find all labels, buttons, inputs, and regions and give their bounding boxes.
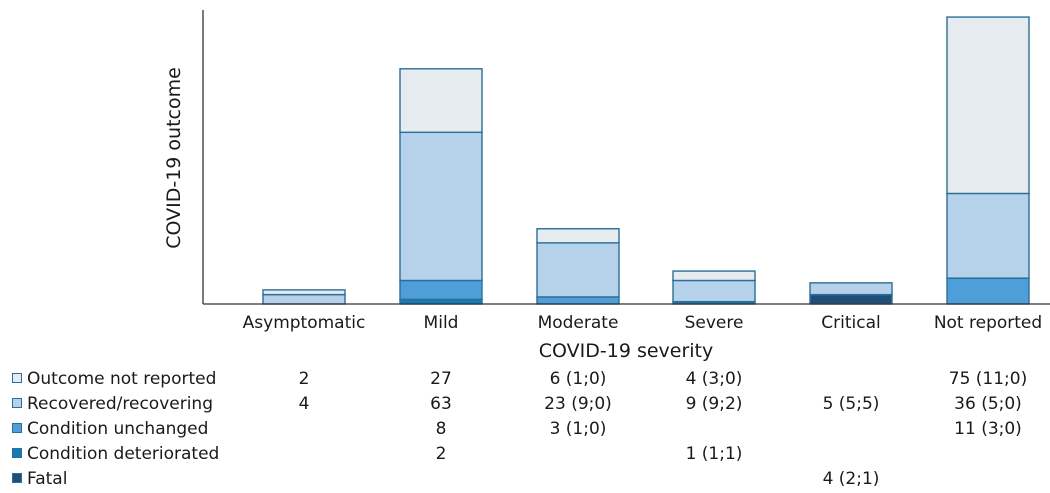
legend-swatch-condition-deteriorated	[12, 448, 22, 458]
stacked-bar-chart: Asymptomatic Mild Moderate Severe Critical No…	[163, 10, 1050, 362]
data-label-mild-condition-unchanged: 8	[435, 419, 447, 439]
bar-asymptomatic-recovered-recovering	[262, 293, 346, 305]
bar-not-reported-recovered-recovering	[946, 192, 1030, 279]
data-label-mild-outcome-not-reported: 27	[430, 369, 452, 389]
data-label-asymptomatic-recovered-recovering: 4	[298, 394, 310, 414]
legend-swatch-outcome-not-reported	[12, 373, 22, 383]
bar-severe-recovered-recovering	[672, 279, 756, 303]
data-label-severe-condition-deteriorated: 1 (1;1)	[685, 444, 743, 464]
table-row-condition-deteriorated: Condition deteriorated 2 1 (1;1)	[0, 442, 1050, 466]
bar-moderate-recovered-recovering	[536, 242, 620, 298]
data-label-asymptomatic-outcome-not-reported: 2	[298, 369, 310, 389]
data-label-moderate-condition-unchanged: 3 (1;0)	[549, 419, 607, 439]
bar-mild-recovered-recovering	[399, 131, 483, 282]
bar-not-reported-condition-unchanged	[946, 277, 1030, 305]
legend-label-fatal: Fatal	[27, 469, 68, 489]
x-tick-moderate: Moderate	[538, 313, 619, 333]
legend-label-outcome-not-reported: Outcome not reported	[27, 369, 217, 389]
bar-critical-recovered-recovering	[809, 282, 893, 296]
bar-moderate-outcome-not-reported	[536, 228, 620, 244]
legend-swatch-fatal	[12, 473, 22, 483]
legend-swatch-recovered-recovering	[12, 398, 22, 408]
data-label-moderate-recovered-recovering: 23 (9;0)	[544, 394, 612, 414]
bars-layer	[262, 16, 1030, 305]
data-table: Outcome not reported 2 27 6 (1;0) 4 (3;0) 75 …	[0, 367, 1050, 493]
bar-mild-condition-deteriorated	[399, 298, 483, 305]
data-label-critical-fatal: 4 (2;1)	[822, 469, 880, 489]
data-label-not-reported-outcome-not-reported: 75 (11;0)	[948, 369, 1028, 389]
legend-swatch-condition-unchanged	[12, 423, 22, 433]
table-row-outcome-not-reported: Outcome not reported 2 27 6 (1;0) 4 (3;0) 75 …	[0, 367, 1050, 391]
table-row-recovered-recovering: Recovered/recovering 4 63 23 (9;0) 9 (9;2) 5 …	[0, 392, 1050, 416]
bar-mild-condition-unchanged	[399, 279, 483, 300]
legend-label-recovered-recovering: Recovered/recovering	[27, 394, 213, 414]
bar-severe-outcome-not-reported	[672, 270, 756, 282]
data-label-not-reported-recovered-recovering: 36 (5;0)	[954, 394, 1022, 414]
x-tick-critical: Critical	[821, 313, 880, 333]
data-label-not-reported-condition-unchanged: 11 (3;0)	[954, 419, 1022, 439]
bar-not-reported-outcome-not-reported	[946, 16, 1030, 195]
bar-critical-fatal	[809, 293, 893, 305]
data-label-moderate-outcome-not-reported: 6 (1;0)	[549, 369, 607, 389]
bar-asymptomatic-outcome-not-reported	[262, 289, 346, 296]
bar-moderate-condition-unchanged	[536, 296, 620, 305]
data-label-severe-recovered-recovering: 9 (9;2)	[685, 394, 743, 414]
y-axis-title: COVID-19 outcome	[163, 67, 185, 249]
data-label-mild-recovered-recovering: 63	[430, 394, 452, 414]
data-label-mild-condition-deteriorated: 2	[435, 444, 447, 464]
x-tick-severe: Severe	[685, 313, 744, 333]
data-label-severe-outcome-not-reported: 4 (3;0)	[685, 369, 743, 389]
legend-label-condition-deteriorated: Condition deteriorated	[27, 444, 220, 464]
x-tick-asymptomatic: Asymptomatic	[243, 313, 366, 333]
data-label-critical-recovered-recovering: 5 (5;5)	[822, 394, 880, 414]
x-axis-title: COVID-19 severity	[539, 340, 714, 362]
x-tick-mild: Mild	[424, 313, 459, 333]
table-row-condition-unchanged: Condition unchanged 8 3 (1;0) 11 (3;0)	[0, 417, 1050, 441]
x-tick-not-reported: Not reported	[934, 313, 1042, 333]
table-row-fatal: Fatal 4 (2;1)	[0, 467, 1050, 491]
bar-mild-outcome-not-reported	[399, 68, 483, 134]
legend-label-condition-unchanged: Condition unchanged	[27, 419, 209, 439]
x-tick-labels: Asymptomatic Mild Moderate Severe Critical No…	[243, 313, 1043, 333]
